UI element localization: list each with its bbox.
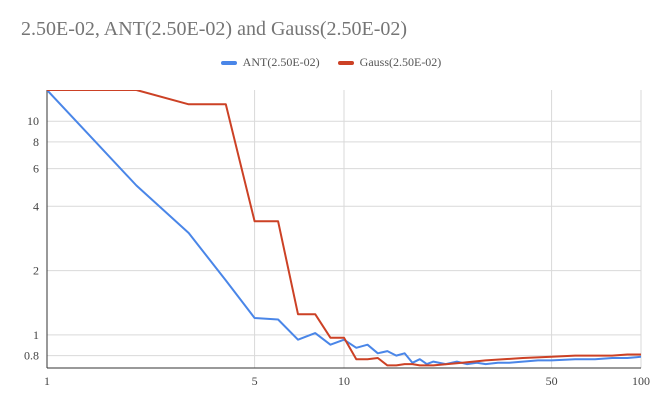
y-tick-label: 6	[33, 162, 39, 176]
series-line-gauss[interactable]	[47, 90, 641, 367]
series-layer	[47, 90, 641, 367]
x-tick-label: 5	[252, 374, 258, 388]
y-tick-label: 2	[33, 264, 39, 278]
x-tick-label: 100	[632, 374, 650, 388]
series-line-ant[interactable]	[47, 90, 641, 366]
y-tick-label: 4	[33, 199, 39, 213]
legend-label-ant: ANT(2.50E-02)	[242, 55, 320, 69]
y-tick-label: 10	[27, 114, 39, 128]
chart-title: 2.50E-02, ANT(2.50E-02) and Gauss(2.50E-…	[21, 18, 408, 40]
grid-layer	[47, 90, 642, 368]
axis-layer: 0.8 1 2 4 6 8 10 1 5 10 50 100	[24, 90, 650, 388]
y-tick-label: 8	[33, 135, 39, 149]
legend-label-gauss: Gauss(2.50E-02)	[359, 55, 442, 69]
x-tick-label: 50	[546, 374, 558, 388]
legend-swatch-ant	[220, 60, 237, 65]
legend-item-ant[interactable]: ANT(2.50E-02)	[220, 55, 320, 70]
legend-swatch-gauss	[337, 60, 354, 65]
legend-item-gauss[interactable]: Gauss(2.50E-02)	[337, 55, 442, 70]
y-tick-label: 0.8	[24, 349, 39, 363]
x-tick-label: 1	[44, 374, 50, 388]
chart-legend: ANT(2.50E-02) Gauss(2.50E-02)	[0, 55, 662, 70]
y-tick-label: 1	[33, 328, 39, 342]
x-tick-label: 10	[338, 374, 350, 388]
